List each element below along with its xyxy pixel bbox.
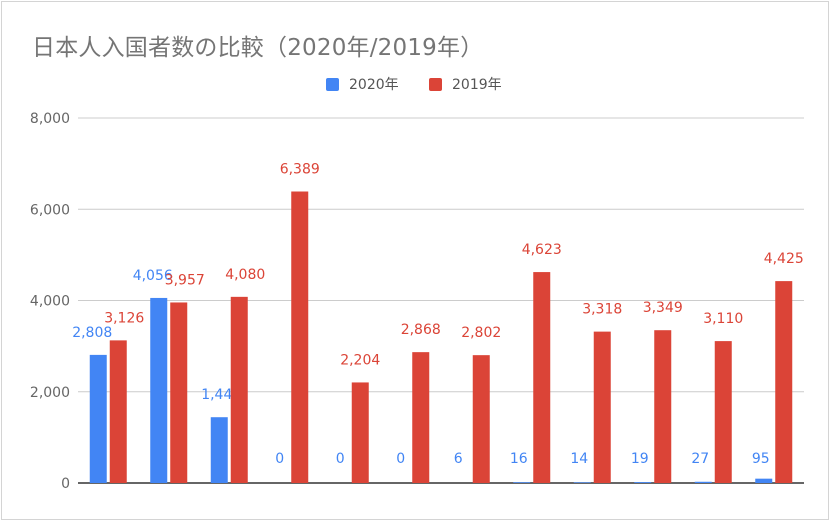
legend-item-2019[interactable]: 2019年 xyxy=(429,73,502,95)
bar-2019[interactable] xyxy=(109,340,127,483)
data-label-2020: 4,056 xyxy=(133,268,173,284)
bar-2019[interactable] xyxy=(775,281,793,483)
y-tick-label: 4,000 xyxy=(30,294,70,310)
data-label-2020: 6 xyxy=(454,451,463,467)
data-label-2019: 2,204 xyxy=(340,352,380,368)
bar-2019[interactable] xyxy=(593,331,611,483)
legend-label-2020: 2020年 xyxy=(349,77,399,93)
data-label-2019: 3,957 xyxy=(165,272,205,288)
data-label-2020: 27 xyxy=(691,451,709,467)
bar-2020[interactable] xyxy=(513,482,531,483)
bar-2019[interactable] xyxy=(472,355,490,483)
data-label-2019: 4,623 xyxy=(522,242,562,258)
bar-2019[interactable] xyxy=(412,352,430,483)
data-label-2020: 16 xyxy=(510,451,528,467)
data-label-2019: 3,349 xyxy=(643,300,683,316)
bar-2020[interactable] xyxy=(694,481,712,483)
legend-item-2020[interactable]: 2020年 xyxy=(326,73,399,95)
y-tick-label: 2,000 xyxy=(30,385,70,401)
data-label-2020: 14 xyxy=(570,451,588,467)
legend-label-2019: 2019年 xyxy=(452,77,502,93)
data-label-2020: 0 xyxy=(275,451,284,467)
bar-2019[interactable] xyxy=(533,272,551,483)
data-label-2020: 0 xyxy=(336,451,345,467)
bar-2019[interactable] xyxy=(654,330,672,483)
legend-swatch-2019 xyxy=(429,77,442,91)
y-tick-label: 6,000 xyxy=(30,202,70,218)
data-label-2019: 6,389 xyxy=(280,162,320,178)
y-tick-label: 8,000 xyxy=(30,111,70,127)
bar-2020[interactable] xyxy=(573,482,591,483)
bar-2019[interactable] xyxy=(170,302,188,483)
legend-swatch-2020 xyxy=(326,77,339,91)
data-label-2020: 0 xyxy=(396,451,405,467)
data-label-2019: 4,425 xyxy=(764,251,804,267)
bar-2019[interactable] xyxy=(230,296,248,483)
y-tick-label: 0 xyxy=(61,476,70,492)
data-label-2019: 3,318 xyxy=(582,302,622,318)
bar-2020[interactable] xyxy=(755,478,773,483)
data-label-2020: 95 xyxy=(752,451,770,467)
data-label-2019: 3,110 xyxy=(703,311,743,327)
data-label-2019: 3,126 xyxy=(104,310,144,326)
bar-2020[interactable] xyxy=(89,354,107,483)
bar-2019[interactable] xyxy=(351,382,369,483)
data-label-2019: 4,080 xyxy=(225,267,265,283)
bar-2019[interactable] xyxy=(291,191,309,483)
bar-2019[interactable] xyxy=(714,341,732,483)
data-label-2019: 2,802 xyxy=(461,325,501,341)
bar-2020[interactable] xyxy=(210,417,228,483)
data-label-2020: 19 xyxy=(631,451,649,467)
data-label-2020: 2,808 xyxy=(72,325,112,341)
chart-legend: 2020年 2019年 xyxy=(0,73,832,95)
bar-2020[interactable] xyxy=(634,482,652,483)
bar-2020[interactable] xyxy=(150,297,168,483)
data-label-2019: 2,868 xyxy=(401,322,441,338)
chart-title: 日本人入国者数の比較（2020年/2019年） xyxy=(32,35,484,61)
